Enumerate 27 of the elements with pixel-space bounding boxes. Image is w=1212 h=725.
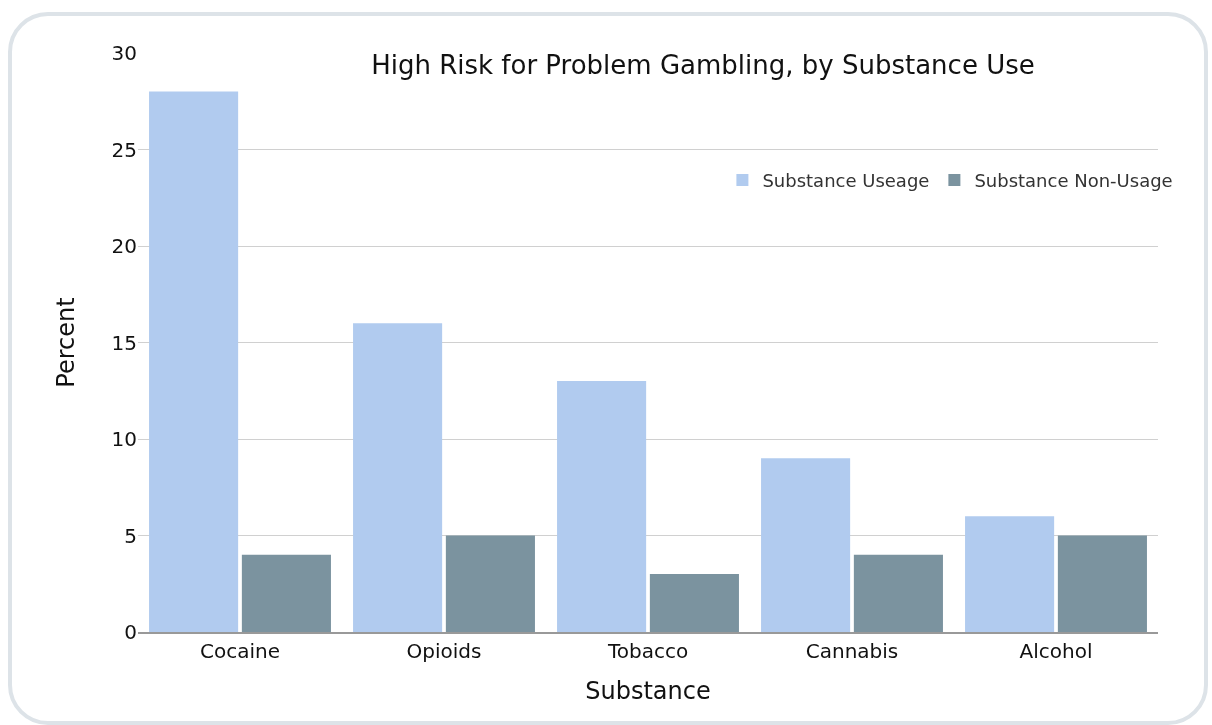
y-tick-label: 25 [111, 137, 137, 162]
y-tick-label: 0 [124, 620, 137, 644]
x-tick-label: Cannabis [805, 639, 899, 663]
legend-label: Substance Non-Usage [974, 170, 1173, 192]
x-tick-label: Opioids [406, 639, 482, 663]
y-tick-label: 15 [111, 330, 137, 355]
y-axis-title: Percent [51, 297, 80, 388]
y-tick-label: 20 [111, 234, 137, 258]
bar [649, 574, 739, 632]
x-tick-label: Tobacco [606, 639, 689, 663]
bar [557, 381, 647, 632]
bar [965, 516, 1055, 632]
x-tick-label: Cocaine [200, 639, 280, 663]
bar [353, 323, 443, 632]
bar [445, 535, 535, 632]
bar [1057, 535, 1147, 632]
y-tick-label: 30 [111, 41, 137, 65]
y-tick-label: 5 [124, 523, 137, 548]
legend-label: Substance Useage [762, 170, 930, 192]
x-tick-label: Alcohol [1019, 639, 1093, 663]
bar [761, 458, 851, 632]
x-axis-title: Substance [585, 676, 711, 705]
bar [241, 554, 331, 632]
bar [853, 554, 943, 632]
bar [149, 91, 239, 632]
y-tick-label: 10 [111, 427, 137, 451]
chart-title: High Risk for Problem Gambling, by Substance Use [371, 50, 1035, 81]
